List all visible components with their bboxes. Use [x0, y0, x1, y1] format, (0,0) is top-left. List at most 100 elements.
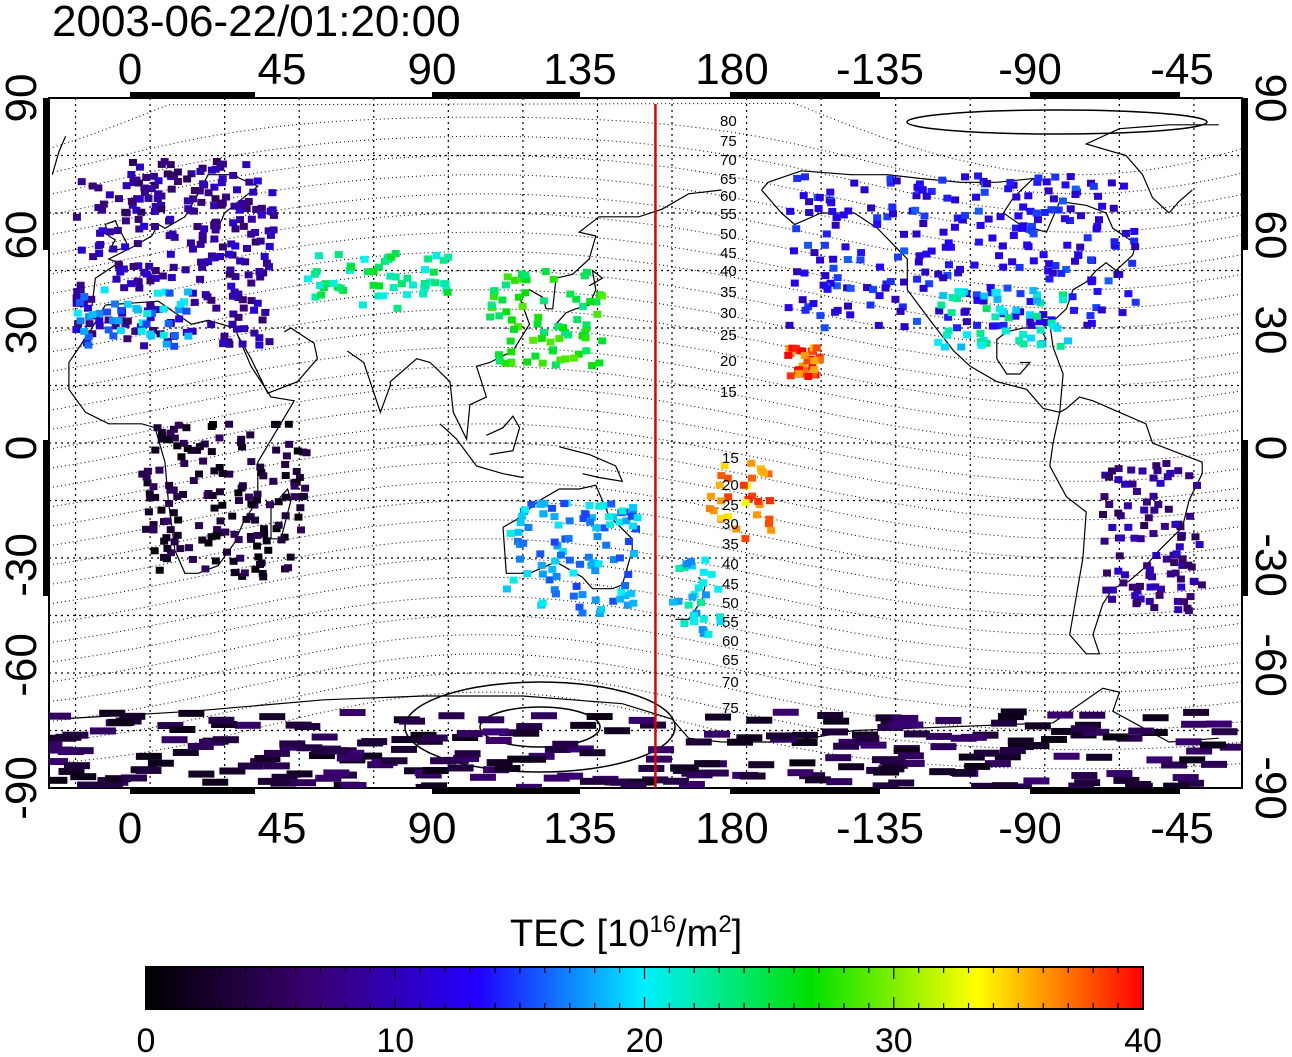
tec-cell — [218, 501, 227, 509]
tec-cell — [146, 330, 155, 338]
tec-cell — [554, 521, 563, 529]
tec-cell — [1113, 776, 1140, 784]
tec-cell — [586, 518, 595, 526]
tec-cell — [1150, 604, 1159, 612]
coastline — [486, 415, 521, 456]
tec-cell — [173, 442, 182, 450]
tec-cell — [640, 721, 667, 729]
tec-cell — [1049, 195, 1058, 203]
tec-cell — [598, 292, 607, 300]
tec-cell — [151, 203, 160, 211]
tec-cell — [794, 370, 803, 378]
tec-cell — [972, 193, 981, 201]
frame-band-bottom — [432, 788, 580, 794]
tec-cell — [530, 712, 557, 720]
tec-cell — [63, 762, 90, 770]
tec-cell — [311, 733, 338, 741]
tec-cell — [419, 290, 428, 298]
tec-cell — [165, 232, 174, 240]
tec-cell — [1163, 473, 1172, 481]
tec-cell — [247, 458, 256, 466]
tec-cell — [95, 249, 104, 257]
south-pole-contour-inner — [479, 706, 601, 748]
tec-cell — [249, 188, 258, 196]
tec-cell — [424, 255, 433, 263]
tec-cell — [260, 253, 269, 261]
tec-cell — [1187, 563, 1196, 571]
tec-cell — [232, 325, 241, 333]
tec-cell — [408, 281, 417, 289]
tec-cell — [540, 328, 549, 336]
tec-cell — [1066, 217, 1075, 225]
tec-cell — [1023, 777, 1050, 785]
tec-cell — [231, 242, 240, 250]
tec-cell — [878, 765, 905, 773]
tec-cell — [581, 511, 590, 519]
tec-cell — [629, 550, 638, 558]
tec-cell — [888, 203, 897, 211]
tec-cell — [281, 493, 290, 501]
tec-cell — [501, 359, 510, 367]
tec-cell — [144, 194, 153, 202]
tec-cell — [940, 343, 949, 351]
tec-cell — [804, 776, 831, 784]
tec-cell — [1178, 555, 1187, 563]
tec-cell — [240, 325, 249, 333]
tec-cell — [132, 176, 141, 184]
tec-cell — [290, 482, 299, 490]
tec-cell — [246, 431, 255, 439]
tec-cell — [1125, 780, 1152, 788]
tec-cell — [798, 296, 807, 304]
tec-cell — [135, 163, 144, 171]
tec-cell — [586, 298, 595, 306]
tec-cell — [662, 777, 689, 785]
tec-cell — [166, 429, 175, 437]
tec-cell — [873, 214, 882, 222]
contour-label-upper: 25 — [720, 327, 737, 344]
tec-cell — [297, 526, 306, 534]
tec-cell — [190, 187, 199, 195]
tec-cell — [247, 279, 256, 287]
tec-cell — [927, 247, 936, 255]
tec-cell — [1083, 234, 1092, 242]
tec-cell — [784, 304, 793, 312]
tec-cell — [604, 727, 631, 735]
tec-cell — [844, 207, 853, 215]
tec-cell — [207, 296, 216, 304]
tec-cell — [555, 335, 564, 343]
tec-cell — [1100, 493, 1109, 501]
tec-cell — [147, 185, 156, 193]
tec-cell — [1116, 534, 1125, 542]
tec-cell — [1153, 467, 1162, 475]
tec-cell — [879, 757, 906, 765]
tec-cell — [208, 716, 235, 724]
tec-cell — [170, 233, 179, 241]
tec-cell — [1004, 185, 1013, 193]
contour-label-upper: 35 — [720, 284, 737, 301]
tec-cell — [897, 721, 924, 729]
contour-label-lower: 70 — [722, 674, 739, 691]
tec-cell — [134, 262, 143, 270]
tec-cell — [1035, 318, 1044, 326]
tec-cell — [173, 168, 182, 176]
tec-cell — [1056, 342, 1065, 350]
tec-cell — [812, 344, 821, 352]
tec-cell — [80, 327, 89, 335]
tec-cell — [1149, 492, 1158, 500]
tec-cell — [127, 170, 136, 178]
tec-cell — [829, 264, 838, 272]
tec-cell — [791, 344, 800, 352]
tec-cell — [816, 312, 825, 320]
tec-cell — [173, 177, 182, 185]
tec-cell — [536, 500, 545, 508]
tec-cell — [1039, 311, 1048, 319]
tec-cell — [994, 753, 1021, 761]
tec-cell — [592, 298, 601, 306]
tec-cell — [1142, 498, 1151, 506]
tec-cell — [166, 486, 175, 494]
tec-cell — [1130, 237, 1139, 245]
tec-cell — [253, 542, 262, 550]
tec-cell — [507, 348, 516, 356]
tec-cell — [146, 301, 155, 309]
tec-cell — [369, 267, 378, 275]
